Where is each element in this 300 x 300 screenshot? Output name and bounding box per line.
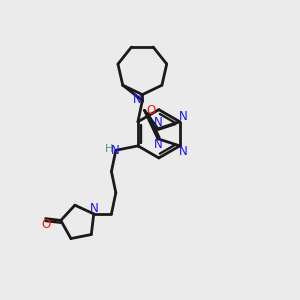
Text: N: N [154,138,162,151]
Text: N: N [179,110,188,123]
Text: N: N [154,116,162,129]
Text: O: O [41,218,50,231]
Text: N: N [179,145,188,158]
Text: N: N [133,93,141,106]
Text: N: N [111,144,120,157]
Text: N: N [90,202,99,215]
Text: O: O [146,104,155,117]
Text: H: H [105,144,114,154]
